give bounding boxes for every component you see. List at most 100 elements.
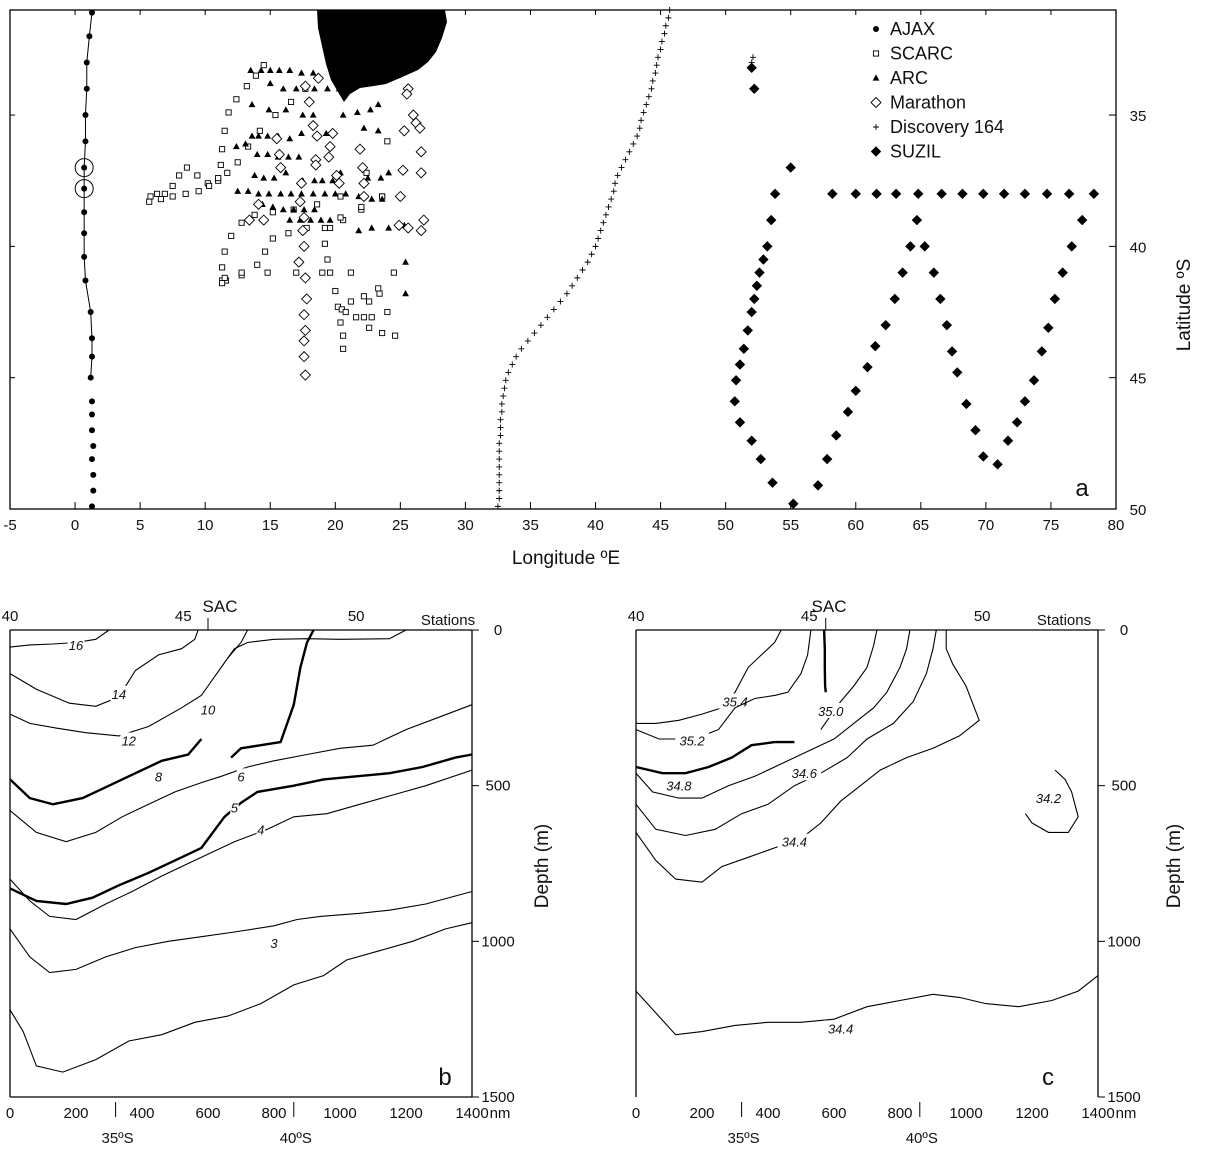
suzil-point <box>850 385 861 397</box>
suzil-point <box>946 346 958 357</box>
scarc-point <box>176 172 183 179</box>
suzil-point <box>928 267 940 278</box>
ajax-point <box>83 85 90 92</box>
suzil-point <box>1057 267 1068 278</box>
arc-point <box>279 206 287 213</box>
ajax-point <box>81 209 88 216</box>
contour-line <box>635 629 911 799</box>
marathon-point <box>414 122 426 134</box>
contour-label: 4 <box>257 822 264 837</box>
marathon-point <box>397 164 409 176</box>
arc-point <box>374 127 382 134</box>
suzil-point <box>751 280 763 291</box>
legend-symbol <box>870 96 882 109</box>
contour-label-bg <box>110 685 128 701</box>
suzil-point <box>961 398 972 410</box>
scarc-point <box>319 269 326 276</box>
scarc-point <box>157 196 164 203</box>
marathon-point <box>298 309 310 321</box>
scarc-point <box>169 193 176 200</box>
scarc-point <box>314 201 321 208</box>
arc-point <box>265 106 273 113</box>
suzil-point <box>1041 188 1053 200</box>
contour-line <box>9 704 473 843</box>
suzil-point <box>827 188 838 200</box>
arc-point <box>368 224 376 231</box>
scarc-point <box>342 308 349 316</box>
arc-point <box>244 187 252 194</box>
latitude-label: 35ºS <box>728 1130 760 1147</box>
suzil-point <box>905 241 916 252</box>
contour-line <box>230 629 315 759</box>
arc-point <box>247 66 255 74</box>
scarc-point <box>224 169 231 176</box>
legend-label: SUZIL <box>890 142 941 162</box>
scarc-point <box>324 256 331 263</box>
arc-point <box>295 153 303 160</box>
x-tick-label: 200 <box>689 1105 714 1122</box>
suzil-point <box>978 451 989 462</box>
panel-a-y-axis-label: Latitude ºS <box>1174 259 1195 352</box>
discovery-164-point <box>645 93 652 100</box>
series-discovery-164 <box>494 7 756 510</box>
discovery-164-point <box>588 251 595 258</box>
panel-a: -5 0 5 10 15 20 25 30 35 40 45 50 55 60 65 70 75 80 35 40 4… <box>3 7 1195 569</box>
x-tick-label: -5 <box>3 517 16 534</box>
marathon-point <box>358 177 370 189</box>
panel-c-sac-label: SAC <box>812 597 847 616</box>
contour-line <box>635 630 980 883</box>
arc-point <box>255 132 262 139</box>
discovery-164-point <box>584 259 591 266</box>
marathon-point <box>323 151 335 163</box>
discovery-164-point <box>544 314 551 321</box>
suzil-point <box>734 417 746 428</box>
ajax-point <box>90 442 97 449</box>
legend-symbol <box>873 26 879 32</box>
discovery-164-point <box>497 424 504 431</box>
scarc-point <box>233 96 240 103</box>
suzil-point <box>1076 214 1088 226</box>
ajax-point <box>90 471 97 478</box>
marathon-point <box>303 96 315 108</box>
suzil-point <box>1011 417 1023 428</box>
scarc-point <box>215 175 222 182</box>
contour-line <box>9 629 110 648</box>
arc-point <box>286 66 294 74</box>
discovery-164-point <box>654 54 661 61</box>
discovery-164-point <box>497 416 504 423</box>
ajax-point <box>88 427 95 434</box>
scarc-point <box>375 285 382 292</box>
panel-a-legend: AJAX SCARC ARC Marathon Discovery 164 SUZIL <box>870 19 1004 162</box>
discovery-164-point <box>618 164 625 171</box>
ajax-circled-station <box>74 179 94 199</box>
suzil-point <box>935 293 946 305</box>
scarc-point <box>368 314 375 321</box>
scarc-point <box>153 190 161 197</box>
x-tick-label: 50 <box>717 517 734 534</box>
ajax-point <box>88 335 95 342</box>
scarc-point <box>234 159 241 166</box>
discovery-164-point <box>496 487 503 494</box>
discovery-164-point <box>653 62 660 69</box>
arc-point <box>402 290 409 297</box>
panel-b-plot: 16 14 12 10 8 6 5 4 3 <box>9 629 473 1073</box>
scarc-point <box>340 332 347 339</box>
ajax-point <box>81 230 88 237</box>
x-tick-label: 20 <box>327 517 344 534</box>
scarc-point <box>228 232 235 239</box>
panel-b-sac-label: SAC <box>203 597 238 616</box>
suzil-point <box>1088 188 1100 200</box>
suzil-point <box>746 435 757 446</box>
suzil-point <box>970 425 981 436</box>
ajax-point <box>88 353 95 360</box>
contour-label-bg <box>230 799 239 815</box>
scarc-point <box>260 62 267 69</box>
ajax-circled-station <box>74 158 94 178</box>
arc-point <box>298 69 305 76</box>
ajax-point <box>81 164 88 171</box>
panel-c-label: c <box>1042 1064 1054 1091</box>
panel-c: 35.435.235.034.834.634.434.234.4 0 200 400… <box>628 597 1185 1147</box>
panel-c-plot: 35.4 35.2 35.0 34.8 34.6 34.4 34.2 34.4 <box>635 629 1099 1037</box>
scarc-point <box>195 188 202 195</box>
suzil-point <box>978 188 989 200</box>
